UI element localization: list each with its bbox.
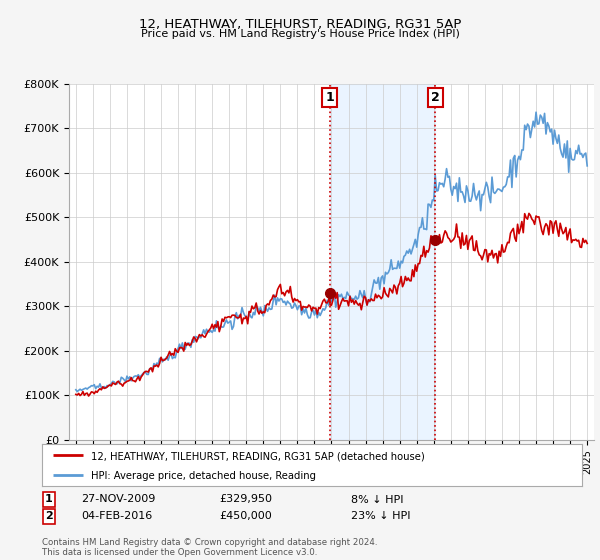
Text: £450,000: £450,000 xyxy=(219,511,272,521)
Text: £329,950: £329,950 xyxy=(219,494,272,505)
Text: 12, HEATHWAY, TILEHURST, READING, RG31 5AP: 12, HEATHWAY, TILEHURST, READING, RG31 5… xyxy=(139,18,461,31)
Text: 04-FEB-2016: 04-FEB-2016 xyxy=(81,511,152,521)
Text: 1: 1 xyxy=(325,91,334,104)
Text: 2: 2 xyxy=(45,511,53,521)
Text: HPI: Average price, detached house, Reading: HPI: Average price, detached house, Read… xyxy=(91,471,316,481)
Text: Price paid vs. HM Land Registry's House Price Index (HPI): Price paid vs. HM Land Registry's House … xyxy=(140,29,460,39)
Text: 27-NOV-2009: 27-NOV-2009 xyxy=(81,494,155,505)
Text: 23% ↓ HPI: 23% ↓ HPI xyxy=(351,511,410,521)
Text: Contains HM Land Registry data © Crown copyright and database right 2024.
This d: Contains HM Land Registry data © Crown c… xyxy=(42,538,377,557)
Bar xyxy=(330,84,435,440)
Text: 1: 1 xyxy=(45,494,53,505)
Text: 12, HEATHWAY, TILEHURST, READING, RG31 5AP (detached house): 12, HEATHWAY, TILEHURST, READING, RG31 5… xyxy=(91,451,424,461)
Text: 2: 2 xyxy=(431,91,440,104)
Text: 8% ↓ HPI: 8% ↓ HPI xyxy=(351,494,404,505)
